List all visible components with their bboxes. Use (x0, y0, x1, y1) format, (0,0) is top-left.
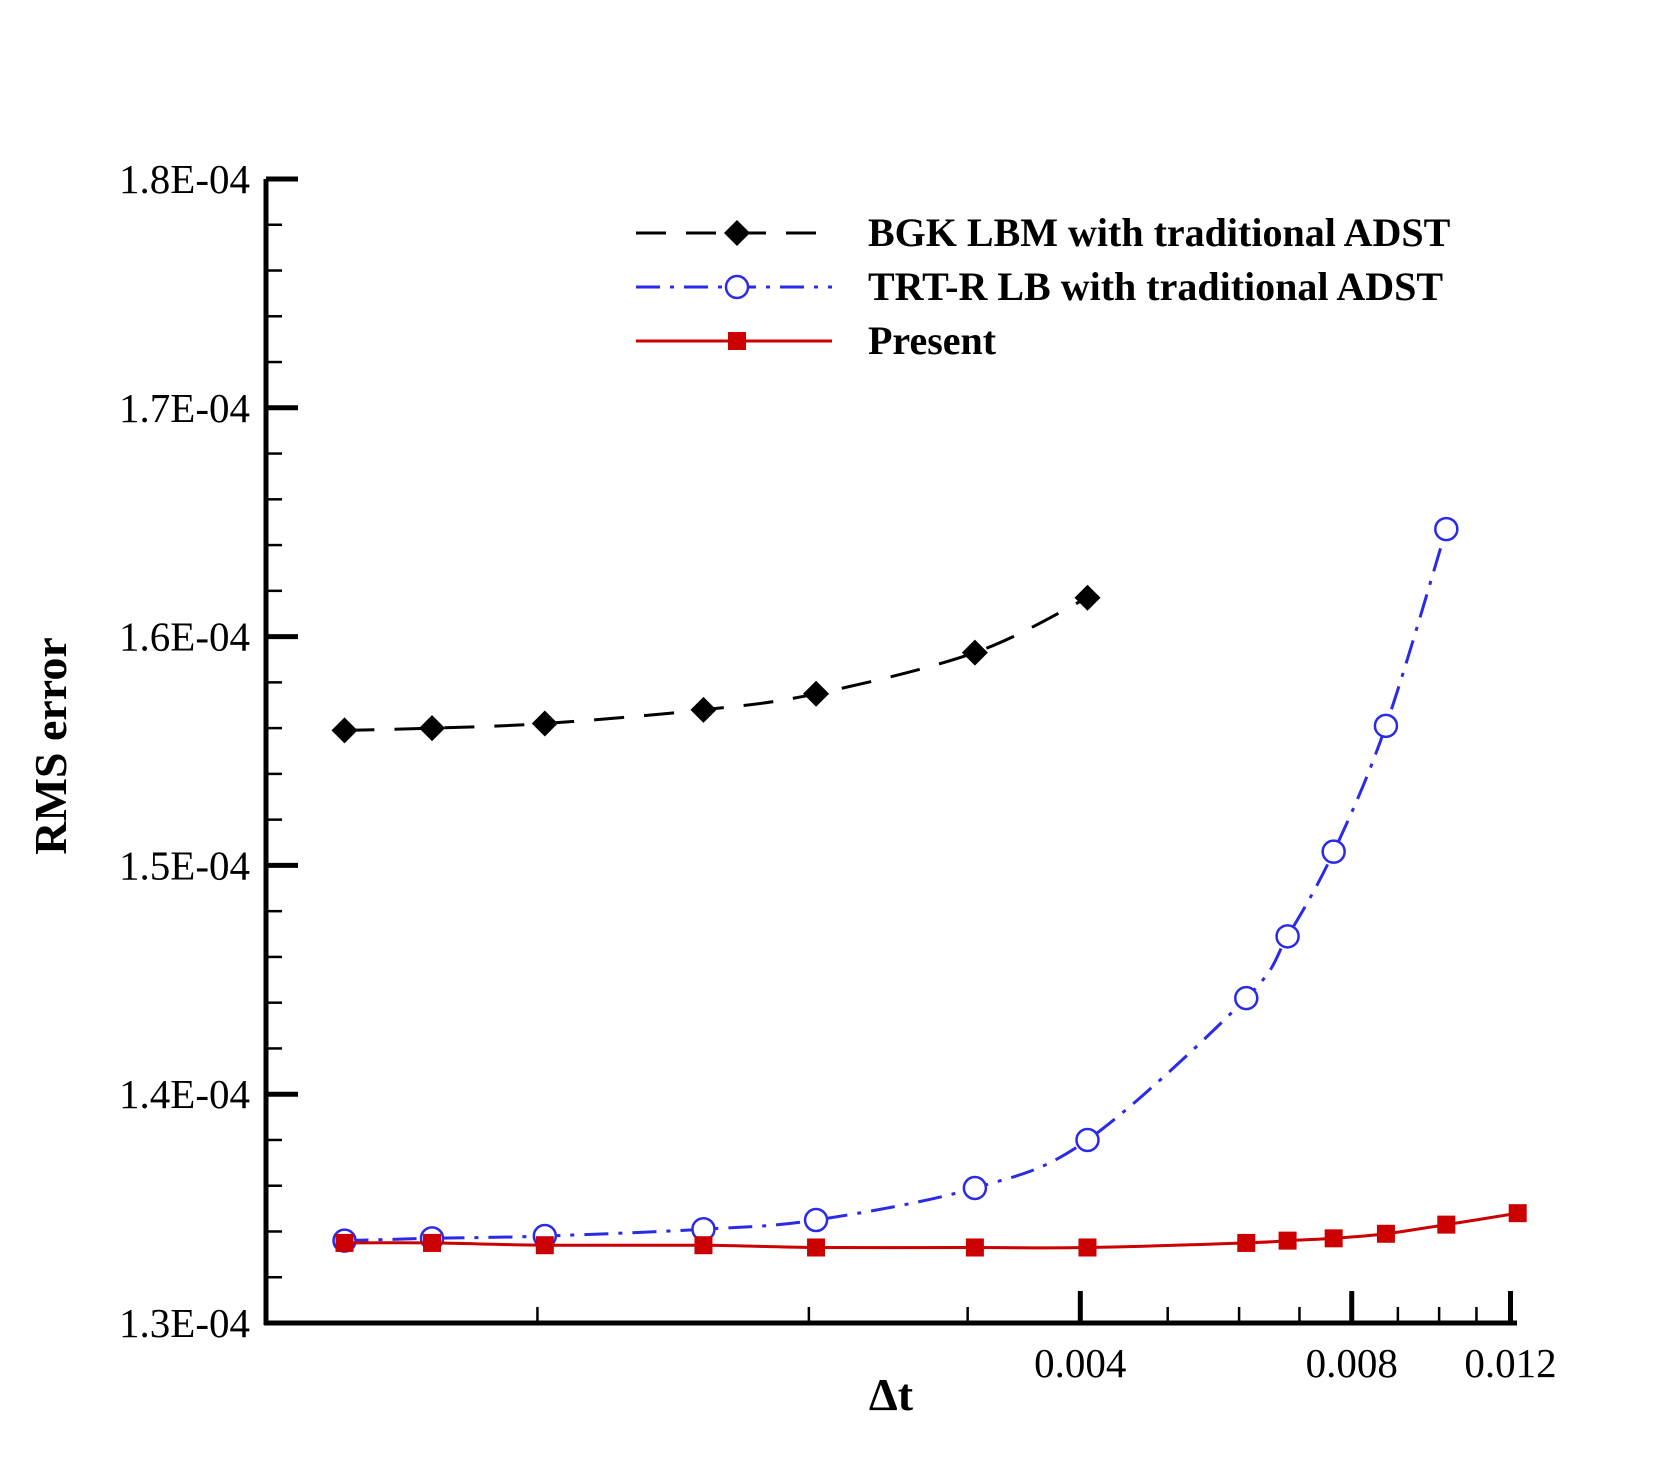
data-point-present (1376, 1224, 1395, 1243)
data-point-present (423, 1233, 442, 1252)
data-point-trt-r (1234, 985, 1259, 1011)
data-point-trt-r (1275, 924, 1300, 949)
data-point-bgk (1074, 584, 1101, 611)
data-point-trt-r (1373, 713, 1399, 739)
series-layer (331, 516, 1527, 1257)
legend-item-present: Present (636, 318, 997, 363)
legend-marker-present (728, 332, 746, 350)
y-tick-label: 1.4E-04 (119, 1071, 250, 1117)
legend-marker-bgk (724, 220, 750, 246)
x-tick-label: 0.012 (1464, 1340, 1556, 1386)
x-tick-label: 0.004 (1034, 1340, 1126, 1386)
y-tick-label: 1.5E-04 (119, 842, 250, 888)
data-point-present (335, 1233, 354, 1252)
data-point-bgk (961, 639, 988, 666)
data-point-trt-r (803, 1207, 829, 1233)
legend-item-trt-r: TRT-R LB with traditional ADST (636, 264, 1443, 309)
data-point-bgk (690, 696, 717, 723)
axes-layer: 1.3E-04 1.4E-04 1.5E-04 1.6E-04 1.7E-04 1.8E-… (119, 156, 1557, 1386)
data-point-trt-r (1075, 1127, 1100, 1153)
legend-label-bgk: BGK LBM with traditional ADST (868, 210, 1451, 255)
legend-item-bgk: BGK LBM with traditional ADST (636, 210, 1451, 255)
data-point-present (1078, 1238, 1097, 1257)
data-point-present (807, 1238, 826, 1257)
series-bgk (331, 584, 1101, 744)
series-trt-r (332, 516, 1459, 1253)
legend-label-trt-r: TRT-R LB with traditional ADST (868, 264, 1443, 309)
data-point-present (1508, 1204, 1527, 1223)
legend: BGK LBM with traditional ADST TRT-R LB wi… (636, 210, 1451, 363)
y-tick-label: 1.7E-04 (119, 385, 250, 431)
data-point-present (965, 1238, 984, 1257)
data-point-present (1237, 1233, 1256, 1252)
y-tick-label: 1.8E-04 (119, 156, 250, 202)
data-point-bgk (803, 680, 830, 707)
y-axis-title: RMS error (25, 637, 76, 855)
legend-label-present: Present (868, 318, 997, 363)
data-point-present (535, 1236, 554, 1255)
data-point-present (1437, 1215, 1456, 1234)
x-axis-title: Δt (869, 1369, 914, 1420)
data-point-trt-r (1321, 839, 1346, 864)
series-line-trt-r (344, 528, 1448, 1243)
data-point-present (694, 1236, 713, 1255)
data-point-trt-r (962, 1175, 988, 1201)
data-point-present (1324, 1229, 1343, 1248)
y-tick-label: 1.3E-04 (119, 1300, 250, 1346)
data-point-present (1278, 1231, 1297, 1250)
data-point-bgk (331, 717, 358, 744)
y-tick-label: 1.6E-04 (119, 614, 250, 660)
series-present (335, 1204, 1527, 1257)
data-point-bgk (531, 710, 558, 737)
data-point-trt-r (1434, 516, 1459, 542)
legend-marker-trt-r (724, 274, 750, 300)
data-point-bgk (419, 715, 446, 742)
x-tick-label: 0.008 (1306, 1340, 1398, 1386)
